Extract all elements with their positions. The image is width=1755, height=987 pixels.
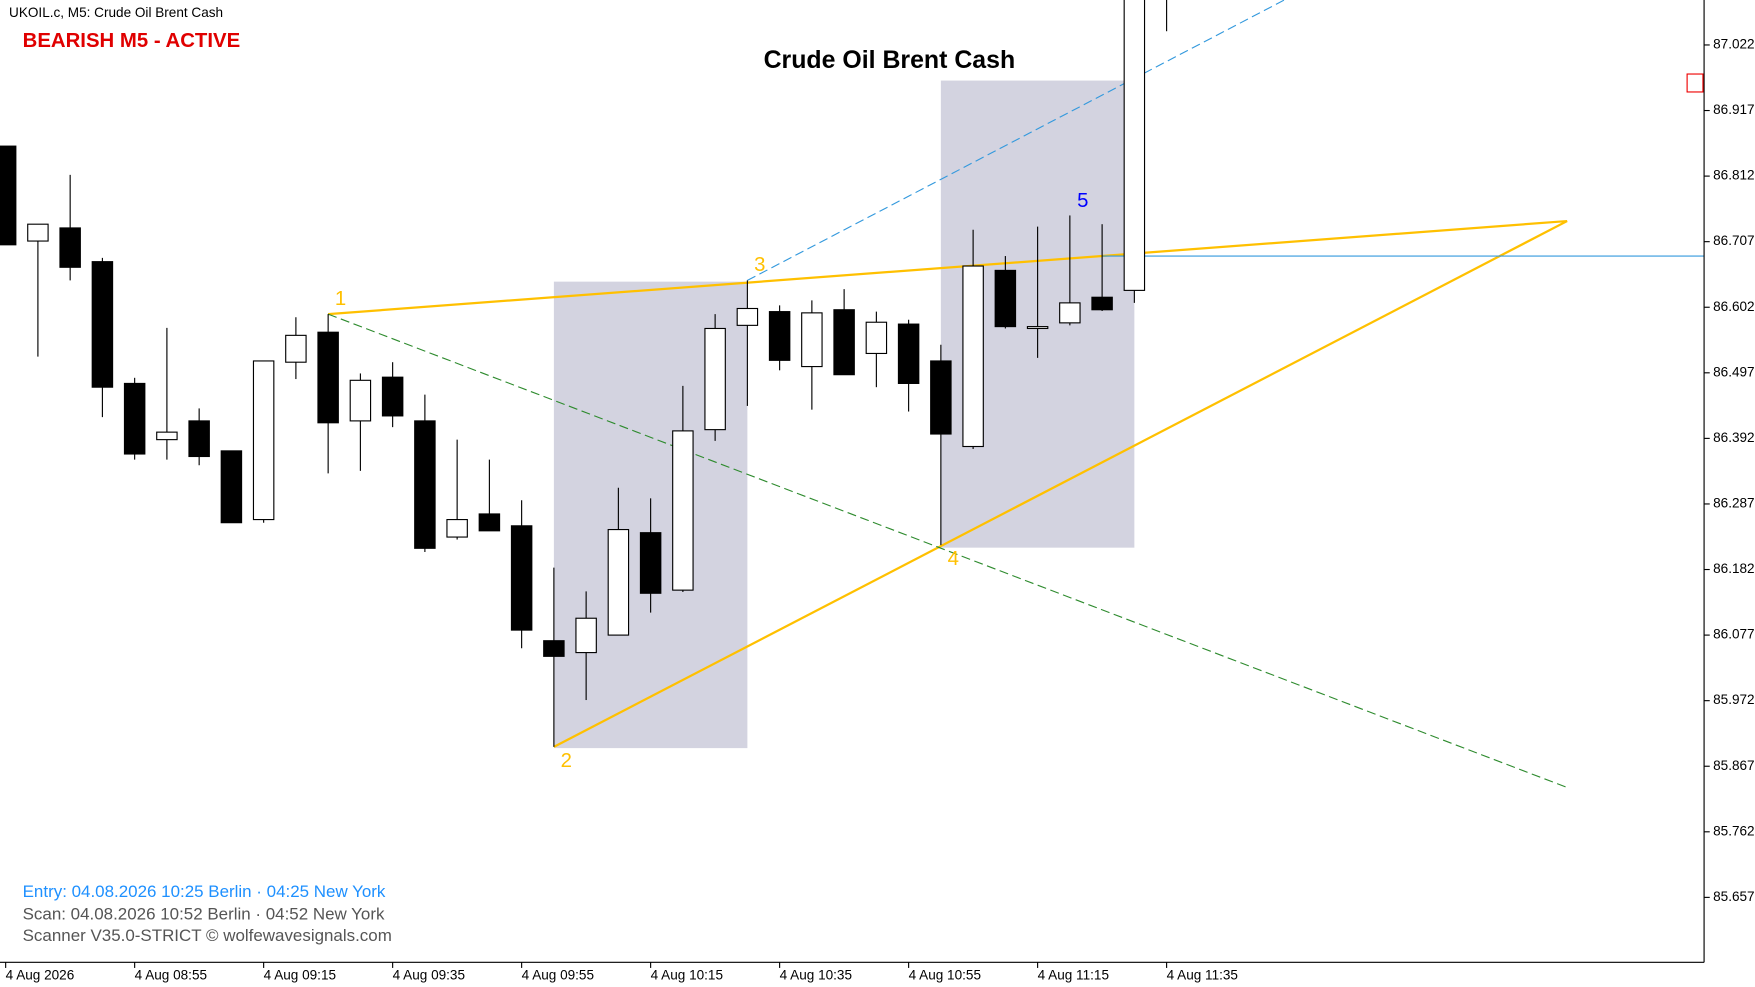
price-marker [1686, 73, 1704, 93]
x-tick-label: 4 Aug 10:35 [780, 967, 852, 982]
x-tick-label: 4 Aug 10:15 [651, 967, 723, 982]
candle-body [1091, 296, 1113, 311]
candle-body [59, 227, 81, 268]
candle-body [833, 309, 855, 376]
chart-title: Crude Oil Brent Cash [764, 47, 1016, 74]
candle-body [220, 450, 243, 524]
wave-point-label: 5 [1077, 190, 1088, 212]
candle-body [252, 360, 275, 521]
candle-body [123, 382, 146, 455]
candle-body [607, 528, 630, 636]
candle-body [1123, 0, 1146, 291]
y-tick-label: 86.917 [1713, 102, 1754, 117]
candle-body [768, 311, 791, 361]
scan-info: Scan: 04.08.2026 10:52 Berlin · 04:52 Ne… [23, 905, 385, 924]
y-tick-label: 85.972 [1713, 692, 1754, 707]
x-tick-label: 4 Aug 11:15 [1038, 967, 1109, 982]
wave-point-label: 1 [335, 288, 346, 310]
y-tick-label: 87.022 [1713, 37, 1754, 52]
y-tick-label: 86.182 [1713, 561, 1754, 576]
chart-header: UKOIL.c, M5: Crude Oil Brent Cash [9, 5, 223, 20]
entry-info: Entry: 04.08.2026 10:25 Berlin · 04:25 N… [23, 882, 386, 901]
plot-area [0, 0, 1705, 788]
candle-body [317, 331, 339, 424]
candle-body [0, 145, 17, 246]
candle-body [543, 640, 565, 657]
candle-body [672, 430, 694, 591]
candle-body [156, 431, 178, 441]
y-tick-label: 86.602 [1713, 299, 1754, 314]
candle-body [704, 327, 726, 431]
candle-body [575, 617, 597, 654]
candle-body [349, 379, 372, 422]
candle-body [414, 420, 436, 549]
x-tick-label: 4 Aug 09:35 [393, 967, 465, 982]
candle-body [188, 420, 210, 458]
y-tick-label: 86.497 [1713, 364, 1754, 379]
wave-point-label: 2 [561, 750, 572, 772]
y-tick-label: 85.867 [1713, 758, 1754, 773]
candle-body [91, 261, 114, 388]
y-tick-label: 85.762 [1713, 823, 1754, 838]
candle-body [865, 321, 888, 355]
candle-body [285, 334, 307, 363]
wave-line [328, 219, 1568, 316]
y-tick-label: 86.392 [1713, 430, 1754, 445]
x-tick-label: 4 Aug 11:35 [1167, 967, 1238, 982]
y-tick-label: 86.287 [1713, 496, 1754, 511]
candle-body [930, 360, 952, 435]
candle-body [478, 513, 501, 532]
candle-body [801, 312, 823, 368]
wave-line [747, 0, 1285, 281]
candle-body [639, 532, 662, 594]
candle-body [962, 265, 984, 448]
candle-body [897, 323, 920, 384]
scanner-info: Scanner V35.0-STRICT © wolfewavesignals.… [23, 926, 392, 945]
wave-point-label: 4 [948, 548, 959, 570]
candle-body [1026, 326, 1049, 330]
candle-body [510, 525, 533, 631]
y-tick-label: 85.657 [1713, 889, 1754, 904]
y-tick-label: 86.077 [1713, 627, 1754, 642]
candle-body [27, 223, 49, 242]
y-tick-label: 86.707 [1713, 233, 1754, 248]
x-tick-label: 4 Aug 10:55 [909, 967, 981, 982]
wave-point-label: 3 [754, 254, 765, 276]
x-tick-label: 4 Aug 2026 [6, 967, 75, 982]
candle-body [994, 269, 1017, 328]
wave-line [327, 313, 1568, 788]
y-tick-label: 86.812 [1713, 168, 1754, 183]
candle-body [1059, 302, 1081, 324]
x-tick-label: 4 Aug 09:15 [264, 967, 336, 982]
candle-body [381, 376, 404, 417]
x-tick-label: 4 Aug 09:55 [522, 967, 594, 982]
candle-body [446, 519, 468, 538]
x-tick-label: 4 Aug 08:55 [135, 967, 207, 982]
wave-line [553, 220, 1568, 748]
signal-status: BEARISH M5 - ACTIVE [23, 30, 241, 52]
candle-body [736, 307, 759, 326]
